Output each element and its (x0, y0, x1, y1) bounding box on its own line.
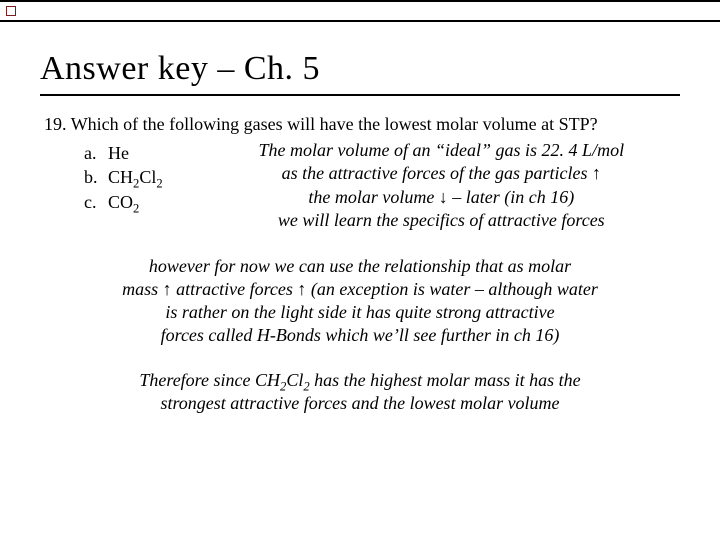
header-rule-bar (0, 0, 720, 22)
option-text: CH2Cl2 (108, 165, 163, 189)
note2-line2: mass ↑ attractive forces ↑ (an exception… (122, 279, 598, 299)
page-title: Answer key – Ch. 5 (40, 50, 680, 96)
note2-line1: however for now we can use the relations… (149, 256, 571, 276)
n3-pre: Therefore since CH (139, 370, 280, 390)
note1-line4: we will learn the specifics of attractiv… (278, 210, 605, 230)
note3-line1: Therefore since CH2Cl2 has the highest m… (139, 370, 580, 390)
option-letter: a. (84, 141, 108, 165)
options-list: a. He b. CH2Cl2 c. CO2 (40, 141, 163, 214)
option-a: a. He (84, 141, 163, 165)
question-line: 19. Which of the following gases will ha… (40, 114, 680, 135)
option-text: He (108, 141, 129, 165)
explanation-block-2: however for now we can use the relations… (80, 255, 640, 347)
question-text: Which of the following gases will have t… (71, 114, 598, 134)
option-c: c. CO2 (84, 190, 163, 214)
question-number: 19. (44, 114, 67, 134)
note1-line1: The molar volume of an “ideal” gas is 22… (259, 140, 625, 160)
option-letter: b. (84, 165, 108, 189)
option-text: CO2 (108, 190, 139, 214)
note3-line2: strongest attractive forces and the lowe… (160, 393, 559, 413)
explanation-block-1: The molar volume of an “ideal” gas is 22… (203, 139, 680, 233)
note1-line2: as the attractive forces of the gas part… (282, 163, 601, 183)
note2-line3: is rather on the light side it has quite… (165, 302, 554, 322)
option-letter: c. (84, 190, 108, 214)
explanation-block-3: Therefore since CH2Cl2 has the highest m… (70, 369, 650, 415)
n3-post: has the highest molar mass it has the (310, 370, 581, 390)
note1-line3: the molar volume ↓ – later (in ch 16) (308, 187, 574, 207)
option-b: b. CH2Cl2 (84, 165, 163, 189)
note2-line4: forces called H-Bonds which we’ll see fu… (161, 325, 560, 345)
n3-mid: Cl (286, 370, 303, 390)
slide-content: Answer key – Ch. 5 19. Which of the foll… (0, 22, 720, 425)
bullet-square-icon (6, 6, 16, 16)
